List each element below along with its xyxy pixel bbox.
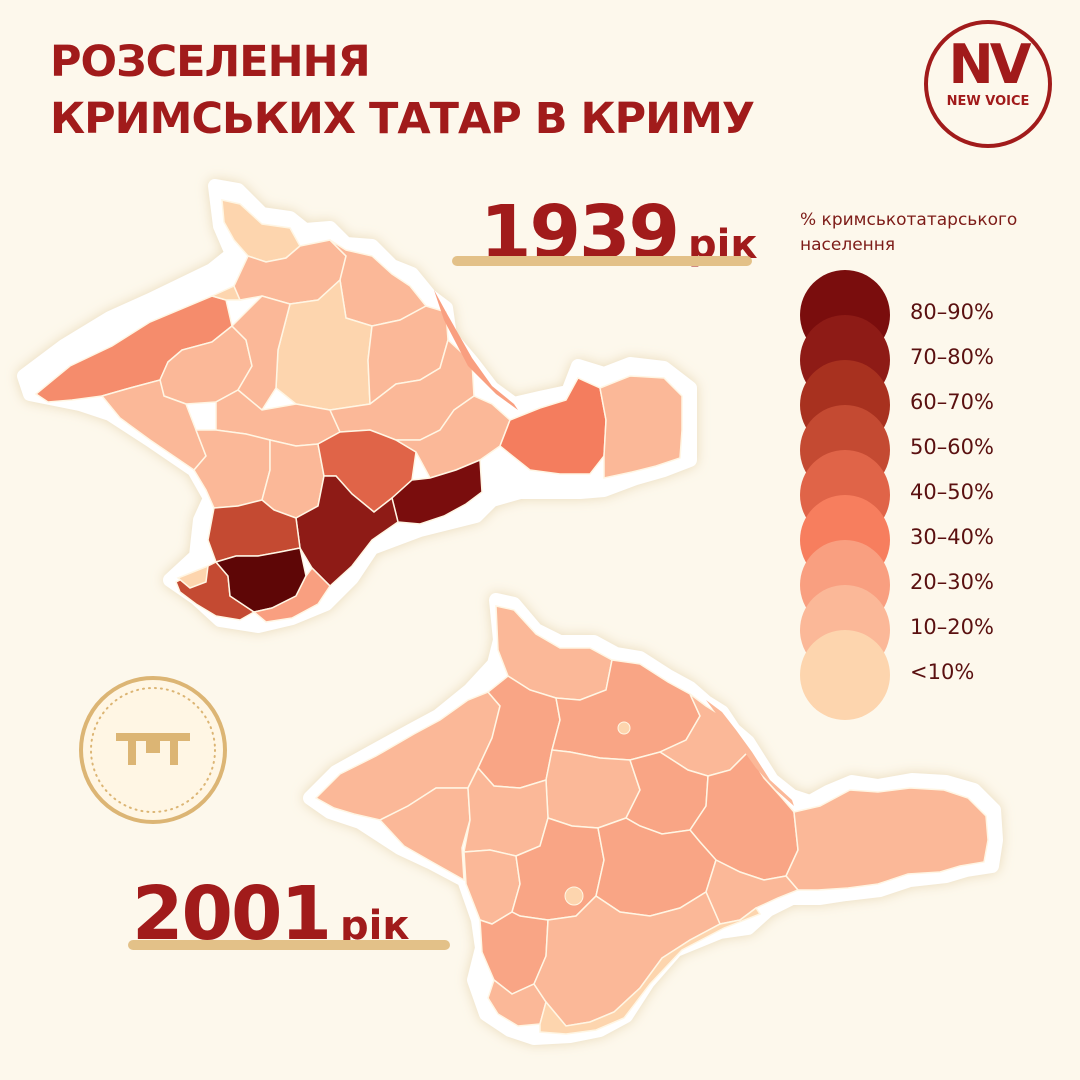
legend-label: 20–30% xyxy=(910,570,994,594)
logo-mark: NV xyxy=(948,33,1032,96)
legend-label: 40–50% xyxy=(910,480,994,504)
region-1939-kerch-east xyxy=(599,375,683,479)
legend-swatch xyxy=(800,630,890,720)
legend-title-line-2: населення xyxy=(800,235,896,255)
region-2001-kerch xyxy=(785,787,989,891)
logo-subtitle: NEW VOICE xyxy=(946,94,1030,109)
region-1939-sudak xyxy=(391,458,483,525)
region-1939-yalta-coast xyxy=(252,566,331,623)
legend-label: 50–60% xyxy=(910,435,994,459)
legend-label: 60–70% xyxy=(910,390,994,414)
map-1939 xyxy=(17,179,697,633)
legend-label: 70–80% xyxy=(910,345,994,369)
region-2001-center xyxy=(545,749,641,829)
city-2001-simferopol xyxy=(564,886,584,906)
year-2001-underline xyxy=(128,940,450,950)
title-line-2: КРИМСЬКИХ ТАТАР В КРИМУ xyxy=(50,94,755,144)
legend-label: 80–90% xyxy=(910,300,994,324)
region-2001-south-coast xyxy=(539,906,762,1035)
arabat-spit-2001 xyxy=(706,700,794,806)
title-line-1: РОЗСЕЛЕННЯ xyxy=(50,37,371,87)
city-2001-dzhankoi xyxy=(617,721,631,735)
region-1939-sevastopol-city xyxy=(176,564,209,589)
region-2001-west xyxy=(378,787,471,882)
year-1939-underline xyxy=(452,256,752,266)
region-1939-simferopol xyxy=(261,439,325,519)
legend-title: % кримськотатарського населення xyxy=(800,208,1070,258)
legend-label: <10% xyxy=(910,660,975,684)
legend-label: 10–20% xyxy=(910,615,994,639)
region-1939-alushta xyxy=(295,475,399,588)
year-2001-unit: рік xyxy=(339,903,410,949)
legend-label: 30–40% xyxy=(910,525,994,549)
year-2001-number: 2001 xyxy=(132,871,332,957)
legend-title-line-1: % кримськотатарського xyxy=(800,210,1018,230)
region-1939-center-west xyxy=(230,295,291,412)
map-2001 xyxy=(303,593,1003,1045)
year-label-2001: 2001 рік xyxy=(132,877,409,951)
nv-logo: NV NEW VOICE xyxy=(924,20,1052,148)
tamga-icon xyxy=(79,676,227,824)
legend: 80–90% 70–80% 60–70% 50–60% 40–50% 30–40% 20–3… xyxy=(800,270,1070,720)
